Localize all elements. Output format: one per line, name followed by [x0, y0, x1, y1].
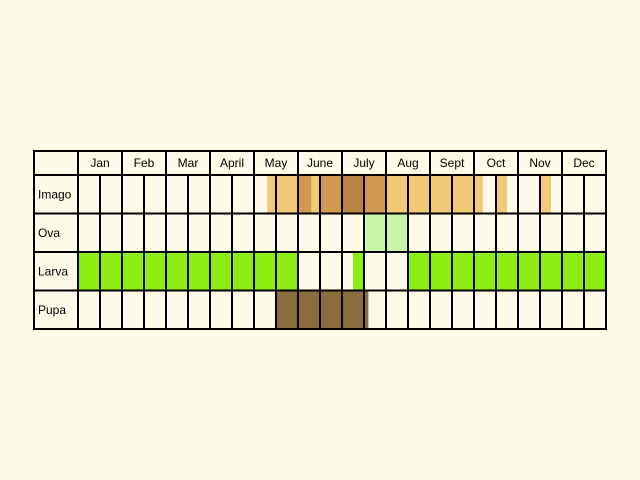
imago-period-bar	[496, 175, 507, 214]
month-label: June	[307, 156, 333, 170]
imago-period-bar	[342, 175, 364, 214]
imago-period-bar	[540, 175, 551, 214]
month-label: Jan	[90, 156, 109, 170]
month-label: Oct	[487, 156, 506, 170]
period-bars	[78, 175, 606, 329]
imago-period-bar	[364, 175, 386, 214]
imago-period-bar	[320, 175, 342, 214]
stage-label: Ova	[38, 226, 60, 240]
pupa-period-bar	[276, 290, 369, 329]
month-label: May	[265, 156, 288, 170]
labels: Jan Feb Mar April May June July Aug Sept Oct Nov De…	[38, 156, 595, 317]
month-label: Aug	[397, 156, 418, 170]
imago-period-bar	[298, 175, 312, 214]
month-label: April	[220, 156, 244, 170]
month-label: Mar	[178, 156, 199, 170]
month-label: Sept	[440, 156, 465, 170]
grid-lines	[33, 150, 607, 330]
stage-label: Larva	[38, 264, 68, 278]
month-label: Feb	[134, 156, 155, 170]
stage-label: Imago	[38, 187, 72, 201]
larva-period-bar	[353, 252, 364, 291]
month-label: Dec	[573, 156, 594, 170]
month-label: July	[353, 156, 374, 170]
stage-label: Pupa	[38, 303, 66, 317]
larva-period-bar	[408, 252, 606, 291]
month-label: Nov	[529, 156, 550, 170]
